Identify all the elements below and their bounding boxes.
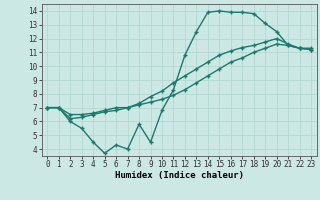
X-axis label: Humidex (Indice chaleur): Humidex (Indice chaleur) — [115, 171, 244, 180]
